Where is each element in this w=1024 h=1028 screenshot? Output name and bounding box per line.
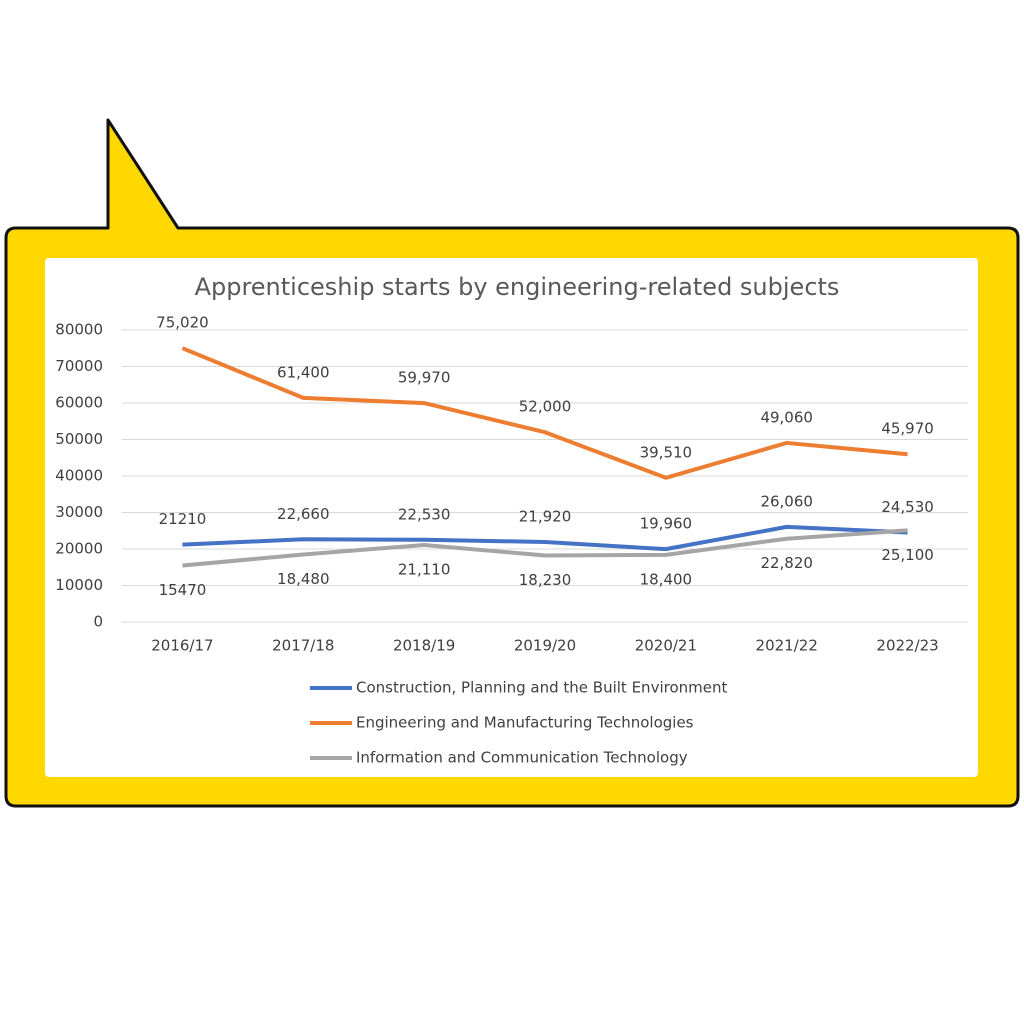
chart-title: Apprenticeship starts by engineering-rel…: [195, 273, 840, 301]
y-tick-label: 80000: [55, 321, 103, 339]
data-label: 45,970: [881, 420, 934, 438]
data-label: 18,230: [519, 571, 572, 589]
data-label: 22,820: [760, 554, 813, 572]
data-label: 24,530: [881, 498, 934, 516]
data-label: 25,100: [881, 546, 934, 564]
legend-label: Construction, Planning and the Built Env…: [356, 679, 727, 697]
series-line: [182, 524, 908, 552]
x-tick-label: 2018/19: [393, 637, 455, 655]
y-tick-label: 10000: [55, 576, 103, 594]
data-label: 15470: [159, 581, 207, 599]
data-label: 52,000: [519, 398, 572, 416]
data-label: 18,400: [640, 570, 693, 588]
data-label: 22,660: [277, 505, 330, 523]
data-label: 26,060: [760, 492, 813, 510]
data-label: 21,920: [519, 507, 572, 525]
data-label: 22,530: [398, 505, 451, 523]
y-tick-label: 20000: [55, 540, 103, 558]
data-label: 18,480: [277, 570, 330, 588]
data-label: 39,510: [640, 443, 693, 461]
series-line: [182, 528, 908, 568]
x-tick-label: 2022/23: [876, 637, 938, 655]
y-tick-label: 60000: [55, 394, 103, 412]
y-tick-label: 30000: [55, 503, 103, 521]
legend-label: Information and Communication Technology: [356, 749, 688, 767]
data-label: 49,060: [760, 408, 813, 426]
x-tick-label: 2020/21: [635, 637, 697, 655]
x-tick-label: 2017/18: [272, 637, 334, 655]
data-label: 21210: [159, 510, 207, 528]
legend-label: Engineering and Manufacturing Technologi…: [356, 714, 694, 732]
x-tick-label: 2016/17: [151, 637, 213, 655]
x-tick-label: 2021/22: [756, 637, 818, 655]
data-label: 75,020: [156, 314, 209, 332]
y-tick-label: 40000: [55, 467, 103, 485]
data-label: 19,960: [640, 515, 693, 533]
data-label: 21,110: [398, 560, 451, 578]
y-tick-label: 0: [93, 613, 103, 631]
x-tick-label: 2019/20: [514, 637, 576, 655]
data-label: 59,970: [398, 369, 451, 387]
data-label: 61,400: [277, 363, 330, 381]
series-line: [181, 346, 908, 480]
y-tick-label: 50000: [55, 430, 103, 448]
y-tick-label: 70000: [55, 357, 103, 375]
